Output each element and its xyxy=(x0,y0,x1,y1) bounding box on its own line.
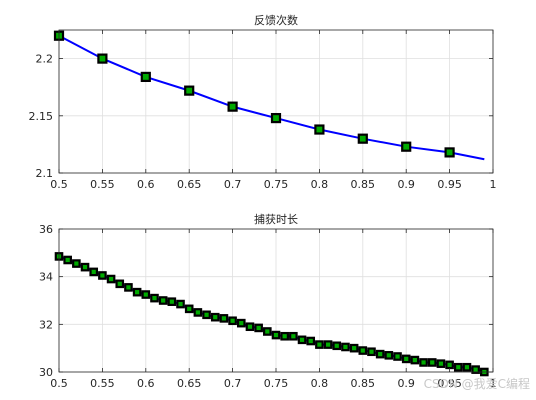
data-point-marker xyxy=(176,299,185,309)
data-point-marker xyxy=(263,327,272,336)
y-tick-label: 36 xyxy=(39,223,53,236)
x-tick-label: 0.65 xyxy=(177,178,202,191)
data-point-marker xyxy=(375,349,385,359)
data-point-marker xyxy=(445,360,454,370)
data-point-marker xyxy=(227,101,238,112)
data-point-marker xyxy=(210,312,220,322)
data-point-marker xyxy=(306,336,316,346)
y-tick-label: 32 xyxy=(39,318,53,331)
x-tick-label: 0.85 xyxy=(351,178,376,191)
data-point-marker xyxy=(297,335,307,345)
data-point-marker xyxy=(63,255,72,265)
x-tick-label: 0.7 xyxy=(224,178,242,191)
top-chart-feedback-count: 0.5 0.55 0.6 0.65 0.7 0.75 0.8 0.85 0.9 0.95 1 2.1 2… xyxy=(29,13,497,191)
x-tick-label: 0.65 xyxy=(177,377,202,390)
data-point-marker xyxy=(332,341,342,351)
x-tick-label: 0.9 xyxy=(397,178,415,191)
x-tick-label: 0.9 xyxy=(397,377,415,390)
data-point-marker xyxy=(357,133,368,144)
chart-title: 捕获时长 xyxy=(254,212,298,226)
data-point-marker xyxy=(184,304,194,314)
x-tick-label: 0.5 xyxy=(50,178,68,191)
x-tick-label: 0.75 xyxy=(264,178,289,191)
data-point-marker xyxy=(427,358,437,367)
data-point-marker xyxy=(349,343,359,353)
data-point-marker xyxy=(150,293,159,303)
data-point-marker xyxy=(358,346,368,355)
data-point-marker xyxy=(132,287,142,297)
data-point-marker xyxy=(270,112,282,124)
data-point-marker xyxy=(289,331,298,341)
data-point-marker xyxy=(158,296,168,305)
x-tick-label: 0.85 xyxy=(351,377,376,390)
data-point-marker xyxy=(193,308,203,317)
x-tick-label: 0.75 xyxy=(264,377,289,390)
data-point-marker xyxy=(184,85,195,96)
data-point-marker xyxy=(393,352,402,361)
data-point-marker xyxy=(219,314,229,323)
y-tick-label: 2.15 xyxy=(29,110,54,123)
data-point-marker xyxy=(341,342,350,352)
data-point-marker xyxy=(89,267,99,277)
data-point-marker xyxy=(97,53,108,64)
data-point-marker xyxy=(245,322,255,332)
data-point-marker xyxy=(419,358,428,367)
y-tick-label: 30 xyxy=(39,366,53,379)
x-tick-label: 1 xyxy=(490,178,497,191)
y-tick-label: 34 xyxy=(39,271,53,284)
x-tick-label: 0.5 xyxy=(50,377,68,390)
x-tick-label: 0.7 xyxy=(224,377,242,390)
data-point-marker xyxy=(453,362,463,372)
y-tick-label: 2.2 xyxy=(36,53,54,66)
x-tick-label: 0.55 xyxy=(90,178,115,191)
data-point-marker xyxy=(384,351,394,360)
data-point-marker xyxy=(254,323,263,333)
data-point-marker xyxy=(471,365,480,374)
x-tick-label: 0.8 xyxy=(311,178,329,191)
data-point-marker xyxy=(410,355,420,365)
data-point-marker xyxy=(72,259,81,268)
y-tick-label: 2.1 xyxy=(36,167,54,180)
data-point-marker xyxy=(141,290,151,299)
data-point-marker xyxy=(323,340,333,349)
x-tick-label: 0.55 xyxy=(90,377,115,390)
bottom-chart-capture-duration: 0.5 0.55 0.6 0.65 0.7 0.75 0.8 0.85 0.9 0.95 1 30 32… xyxy=(39,212,497,390)
data-point-marker xyxy=(115,279,125,289)
data-point-marker xyxy=(236,318,246,328)
x-tick-label: 1 xyxy=(490,377,497,390)
data-point-marker xyxy=(271,330,281,340)
data-point-marker xyxy=(140,71,151,83)
data-point-marker xyxy=(444,147,455,158)
watermark-text: CSDN @我爱C编程 xyxy=(424,376,530,391)
data-point-marker xyxy=(315,340,324,349)
series-markers xyxy=(54,252,489,377)
data-point-marker xyxy=(106,274,116,284)
data-point-marker xyxy=(401,354,411,364)
x-tick-label: 0.8 xyxy=(311,377,329,390)
data-point-marker xyxy=(462,362,472,372)
data-point-marker xyxy=(228,316,237,326)
x-tick-label: 0.6 xyxy=(137,377,155,390)
data-point-marker xyxy=(314,124,325,135)
data-point-marker xyxy=(98,271,107,280)
data-point-marker xyxy=(401,141,412,152)
data-point-marker xyxy=(202,310,211,320)
data-point-marker xyxy=(367,347,376,357)
x-tick-label: 0.6 xyxy=(137,178,155,191)
x-tick-label: 0.95 xyxy=(437,377,462,390)
data-point-marker xyxy=(124,283,133,292)
data-point-marker xyxy=(167,297,177,306)
x-tick-label: 0.95 xyxy=(437,178,462,191)
chart-title: 反馈次数 xyxy=(254,13,298,27)
data-point-marker xyxy=(80,262,90,272)
data-point-marker xyxy=(436,359,446,368)
data-point-marker xyxy=(280,331,289,341)
